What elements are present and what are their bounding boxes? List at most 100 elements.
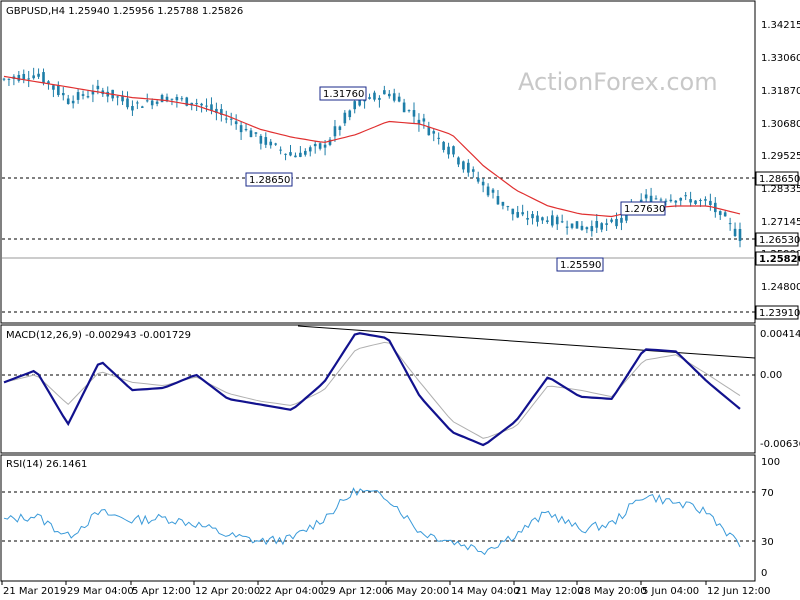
candle-body: [234, 121, 238, 125]
candle-body: [664, 200, 668, 202]
candle-body: [165, 96, 169, 102]
candle-body: [116, 96, 119, 98]
candle-body: [501, 201, 505, 206]
x-axis-label: 12 Apr 20:00: [195, 586, 260, 597]
candle-body: [437, 137, 440, 139]
candle-body: [353, 101, 357, 110]
candle-body: [387, 93, 391, 97]
candle-body: [605, 223, 608, 225]
candle-body: [160, 94, 164, 103]
price-candles: [2, 67, 742, 248]
candle-body: [432, 131, 436, 134]
candle-body: [121, 95, 124, 102]
candle-body: [57, 85, 60, 95]
candle-body: [699, 200, 702, 202]
candle-body: [427, 126, 431, 136]
x-axis-label: 5 Jun 04:00: [642, 586, 699, 597]
candle-body: [170, 98, 174, 100]
x-axis-label: 6 May 20:00: [387, 586, 449, 597]
candle-body: [150, 100, 154, 106]
annotation-text: 1.31760: [323, 89, 364, 100]
candle-body: [229, 118, 233, 120]
candle-body: [600, 223, 603, 230]
candle-body: [264, 137, 268, 145]
candle-body: [71, 100, 75, 104]
rsi-line: [3, 487, 741, 556]
candle-body: [659, 199, 663, 201]
candle-body: [318, 143, 322, 149]
candle-body: [417, 119, 421, 124]
candle-body: [66, 98, 70, 104]
candle-body: [565, 226, 569, 228]
rsi-panel-frame: [0, 454, 756, 582]
annotation-125590: 1.25590: [556, 257, 604, 272]
candle-body: [205, 105, 208, 107]
candle-body: [669, 199, 673, 202]
rsi-tick: 0: [761, 568, 767, 579]
candle-body: [521, 212, 524, 215]
macd-trendline: [297, 325, 756, 359]
candle-body: [61, 93, 65, 96]
candle-body: [81, 94, 85, 96]
rsi-tick: 100: [761, 457, 780, 468]
moving-average-line: [3, 75, 741, 218]
candle-body: [304, 150, 307, 155]
candle-body: [42, 72, 45, 84]
annotation-127630: 1.27630: [620, 201, 666, 216]
candle-body: [269, 141, 273, 146]
candle-body: [412, 110, 416, 117]
candle-body: [279, 149, 282, 151]
x-axis-label: 28 May 20:00: [578, 586, 647, 597]
candle-body: [516, 212, 520, 218]
candle-body: [86, 96, 90, 98]
level-label-text: 1.28650: [759, 174, 800, 185]
candle-body: [32, 75, 35, 79]
macd-tick: 0.004141: [760, 329, 800, 340]
level-label-123910: 1.23910: [755, 305, 800, 320]
candle-body: [328, 139, 332, 145]
annotation-131760: 1.31760: [319, 86, 367, 101]
candle-body: [452, 146, 455, 155]
price-tick: 1.24800: [761, 282, 800, 293]
candle-body: [422, 118, 426, 122]
candle-body: [37, 73, 40, 77]
candle-body: [52, 85, 55, 90]
level-label-126530: 1.26530: [755, 232, 800, 247]
candle-body: [392, 93, 396, 101]
candle-body: [373, 92, 376, 100]
candle-body: [259, 135, 263, 144]
level-label-text: 1.26530: [759, 235, 800, 246]
candle-body: [383, 90, 386, 95]
candle-body: [457, 157, 460, 165]
annotation-text: 1.25590: [560, 260, 601, 271]
price-tick: 1.31870: [761, 86, 800, 97]
candle-body: [506, 206, 510, 208]
candle-body: [709, 200, 712, 206]
price-tick: 1.29525: [761, 151, 800, 162]
rsi-panel-header: RSI(14) 26.1461: [6, 459, 87, 470]
candle-body: [210, 104, 213, 111]
candle-body: [590, 226, 594, 232]
x-axis-label: 29 Mar 04:00: [67, 586, 134, 597]
candle-body: [580, 225, 584, 230]
candle-body: [462, 161, 465, 170]
candle-body: [738, 228, 742, 241]
watermark: ActionForex.com: [518, 68, 718, 96]
candle-body: [575, 221, 579, 229]
x-axis-label: 29 Apr 12:00: [323, 586, 388, 597]
price-tick: 1.27145: [761, 217, 800, 228]
candle-body: [615, 218, 618, 227]
candle-body: [467, 162, 470, 173]
candle-body: [610, 219, 613, 222]
candle-body: [274, 143, 277, 145]
candle-body: [27, 78, 30, 80]
candle-body: [491, 189, 495, 193]
candle-body: [447, 146, 450, 155]
candle-body: [254, 132, 258, 134]
candle-body: [728, 223, 732, 225]
price-tick: 1.28335: [761, 184, 800, 195]
x-axis-label: 14 May 04:00: [451, 586, 520, 597]
candle-body: [76, 92, 80, 100]
candle-body: [338, 126, 342, 131]
